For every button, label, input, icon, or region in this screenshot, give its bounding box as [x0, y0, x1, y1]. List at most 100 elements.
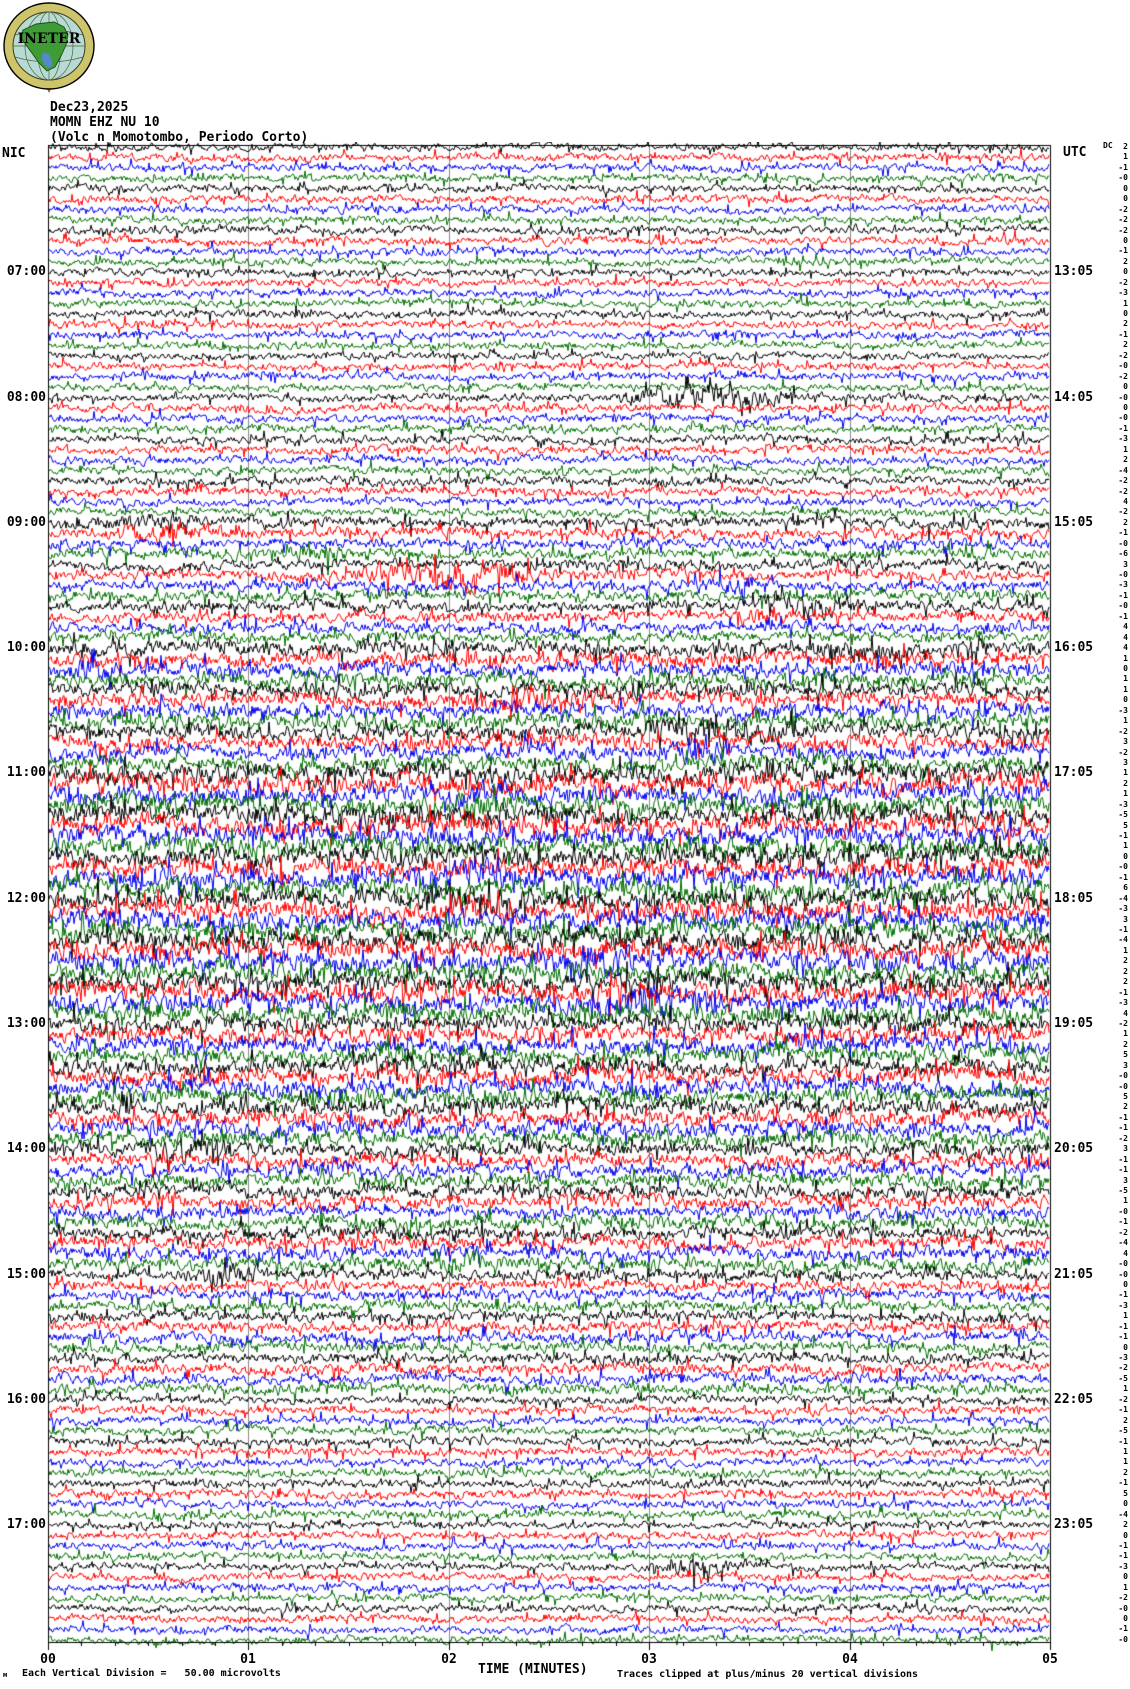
dc-offset-value: -6 — [1118, 549, 1128, 558]
dc-offset-value: 2 — [1123, 1468, 1128, 1477]
x-tick-label: 01 — [240, 1652, 256, 1667]
dc-offset-value: -4 — [1118, 1238, 1128, 1247]
dc-offset-value: -1 — [1118, 1332, 1128, 1341]
hour-label-nic: 09:00 — [6, 515, 46, 530]
scale-note: Each Vertical Division = 50.00 microvolt… — [22, 1668, 281, 1679]
hour-label-nic: 10:00 — [6, 640, 46, 655]
dc-offset-value: 3 — [1123, 737, 1128, 746]
dc-offset-value: 2 — [1123, 340, 1128, 349]
x-tick-label: 02 — [441, 1652, 457, 1667]
dc-offset-value: -3 — [1118, 706, 1128, 715]
x-tick-label: 04 — [842, 1652, 858, 1667]
dc-offset-value: 0 — [1123, 267, 1128, 276]
dc-offset-value: -4 — [1118, 466, 1128, 475]
hour-label-nic: 13:00 — [6, 1016, 46, 1031]
dc-offset-value: 4 — [1123, 633, 1128, 642]
utc-timezone-label: UTC — [1063, 145, 1087, 160]
dc-offset-value: -0 — [1118, 1259, 1128, 1268]
dc-offset-value: -1 — [1118, 612, 1128, 621]
dc-offset-value: -1 — [1118, 1123, 1128, 1132]
dc-offset-value: 0 — [1123, 1280, 1128, 1289]
dc-offset-value: -2 — [1118, 507, 1128, 516]
dc-offset-value: -1 — [1118, 163, 1128, 172]
dc-offset-value: 5 — [1123, 1092, 1128, 1101]
dc-offset-value: 1 — [1123, 1196, 1128, 1205]
dc-offset-value: 0 — [1123, 852, 1128, 861]
dc-offset-value: -2 — [1118, 215, 1128, 224]
dc-offset-value: 1 — [1123, 685, 1128, 694]
dc-offset-value: -3 — [1118, 904, 1128, 913]
clip-note: Traces clipped at plus/minus 20 vertical… — [617, 1669, 919, 1680]
dc-offset-value: 3 — [1123, 560, 1128, 569]
local-timezone-label: NIC — [2, 146, 26, 161]
dc-offset-value: 0 — [1123, 194, 1128, 203]
hour-label-utc: 18:05 — [1054, 891, 1094, 906]
dc-offset-value: 4 — [1123, 497, 1128, 506]
dc-offset-value: -1 — [1118, 1290, 1128, 1299]
dc-offset-value: 0 — [1123, 309, 1128, 318]
dc-offset-value: -0 — [1118, 413, 1128, 422]
x-tick-label: 03 — [641, 1652, 657, 1667]
dc-offset-value: 2 — [1123, 967, 1128, 976]
dc-offset-value: 2 — [1123, 977, 1128, 986]
dc-offset-value: 1 — [1123, 674, 1128, 683]
dc-offset-value: 1 — [1123, 768, 1128, 777]
dc-offset-value: 0 — [1123, 1572, 1128, 1581]
dc-offset-value: -0 — [1118, 1207, 1128, 1216]
dc-offset-value: 4 — [1123, 1249, 1128, 1258]
dc-offset-value: -2 — [1118, 727, 1128, 736]
dc-offset-value: -1 — [1118, 591, 1128, 600]
dc-offset-value: -1 — [1118, 831, 1128, 840]
dc-offset-value: -1 — [1118, 330, 1128, 339]
dc-offset-value: -2 — [1118, 1134, 1128, 1143]
dc-offset-value: -2 — [1118, 1395, 1128, 1404]
ineter-logo: INETER — [3, 2, 95, 93]
dc-offset-value: 0 — [1123, 236, 1128, 245]
dc-offset-value: -3 — [1118, 998, 1128, 1007]
hour-label-utc: 16:05 — [1054, 640, 1094, 655]
dc-offset-value: 1 — [1123, 445, 1128, 454]
dc-offset-value: -2 — [1118, 1228, 1128, 1237]
hour-label-utc: 21:05 — [1054, 1267, 1094, 1282]
dc-offset-value: 1 — [1123, 1029, 1128, 1038]
dc-offset-value: -1 — [1118, 424, 1128, 433]
dc-offset-value: -1 — [1118, 1478, 1128, 1487]
hour-label-nic: 14:00 — [6, 1141, 46, 1156]
dc-offset-value: -2 — [1118, 205, 1128, 214]
station-label: MOMN EHZ NU 10 — [50, 115, 160, 130]
dc-offset-value: -0 — [1118, 539, 1128, 548]
date-label: Dec23,2025 — [50, 100, 129, 115]
dc-offset-value: 2 — [1123, 1040, 1128, 1049]
hour-label-utc: 19:05 — [1054, 1016, 1094, 1031]
dc-offset-value: 2 — [1123, 257, 1128, 266]
dc-offset-value: 1 — [1123, 1457, 1128, 1466]
hour-label-utc: 14:05 — [1054, 390, 1094, 405]
dc-offset-value: 1 — [1123, 789, 1128, 798]
dc-offset-value: -1 — [1118, 1322, 1128, 1331]
dc-offset-value: -2 — [1118, 1019, 1128, 1028]
logo-text: INETER — [18, 31, 81, 47]
dc-offset-value: -0 — [1118, 601, 1128, 610]
dc-offset-value: -0 — [1118, 173, 1128, 182]
dc-offset-value: 1 — [1123, 716, 1128, 725]
dc-offset-value: -2 — [1118, 226, 1128, 235]
dc-offset-value: -4 — [1118, 894, 1128, 903]
dc-offset-value: 5 — [1123, 821, 1128, 830]
logo-nicaragua-map — [20, 21, 69, 72]
dc-offset-value: 3 — [1123, 1061, 1128, 1070]
x-tick-label: 00 — [40, 1652, 56, 1667]
dc-offset-value: 0 — [1123, 1614, 1128, 1623]
dc-offset-value: -1 — [1118, 1155, 1128, 1164]
dc-offset-value: -0 — [1118, 1270, 1128, 1279]
dc-offset-value: 2 — [1123, 1416, 1128, 1425]
dc-offset-value: -3 — [1118, 1301, 1128, 1310]
dc-offset-value: -0 — [1118, 570, 1128, 579]
dc-offset-value: 2 — [1123, 1102, 1128, 1111]
dc-offset-value: 0 — [1123, 695, 1128, 704]
dc-offset-value: 0 — [1123, 664, 1128, 673]
dc-offset-value: -1 — [1118, 1551, 1128, 1560]
dc-offset-value: -1 — [1118, 1437, 1128, 1446]
hour-label-utc: 15:05 — [1054, 515, 1094, 530]
dc-offset-value: 3 — [1123, 758, 1128, 767]
dc-offset-value: -3 — [1118, 580, 1128, 589]
